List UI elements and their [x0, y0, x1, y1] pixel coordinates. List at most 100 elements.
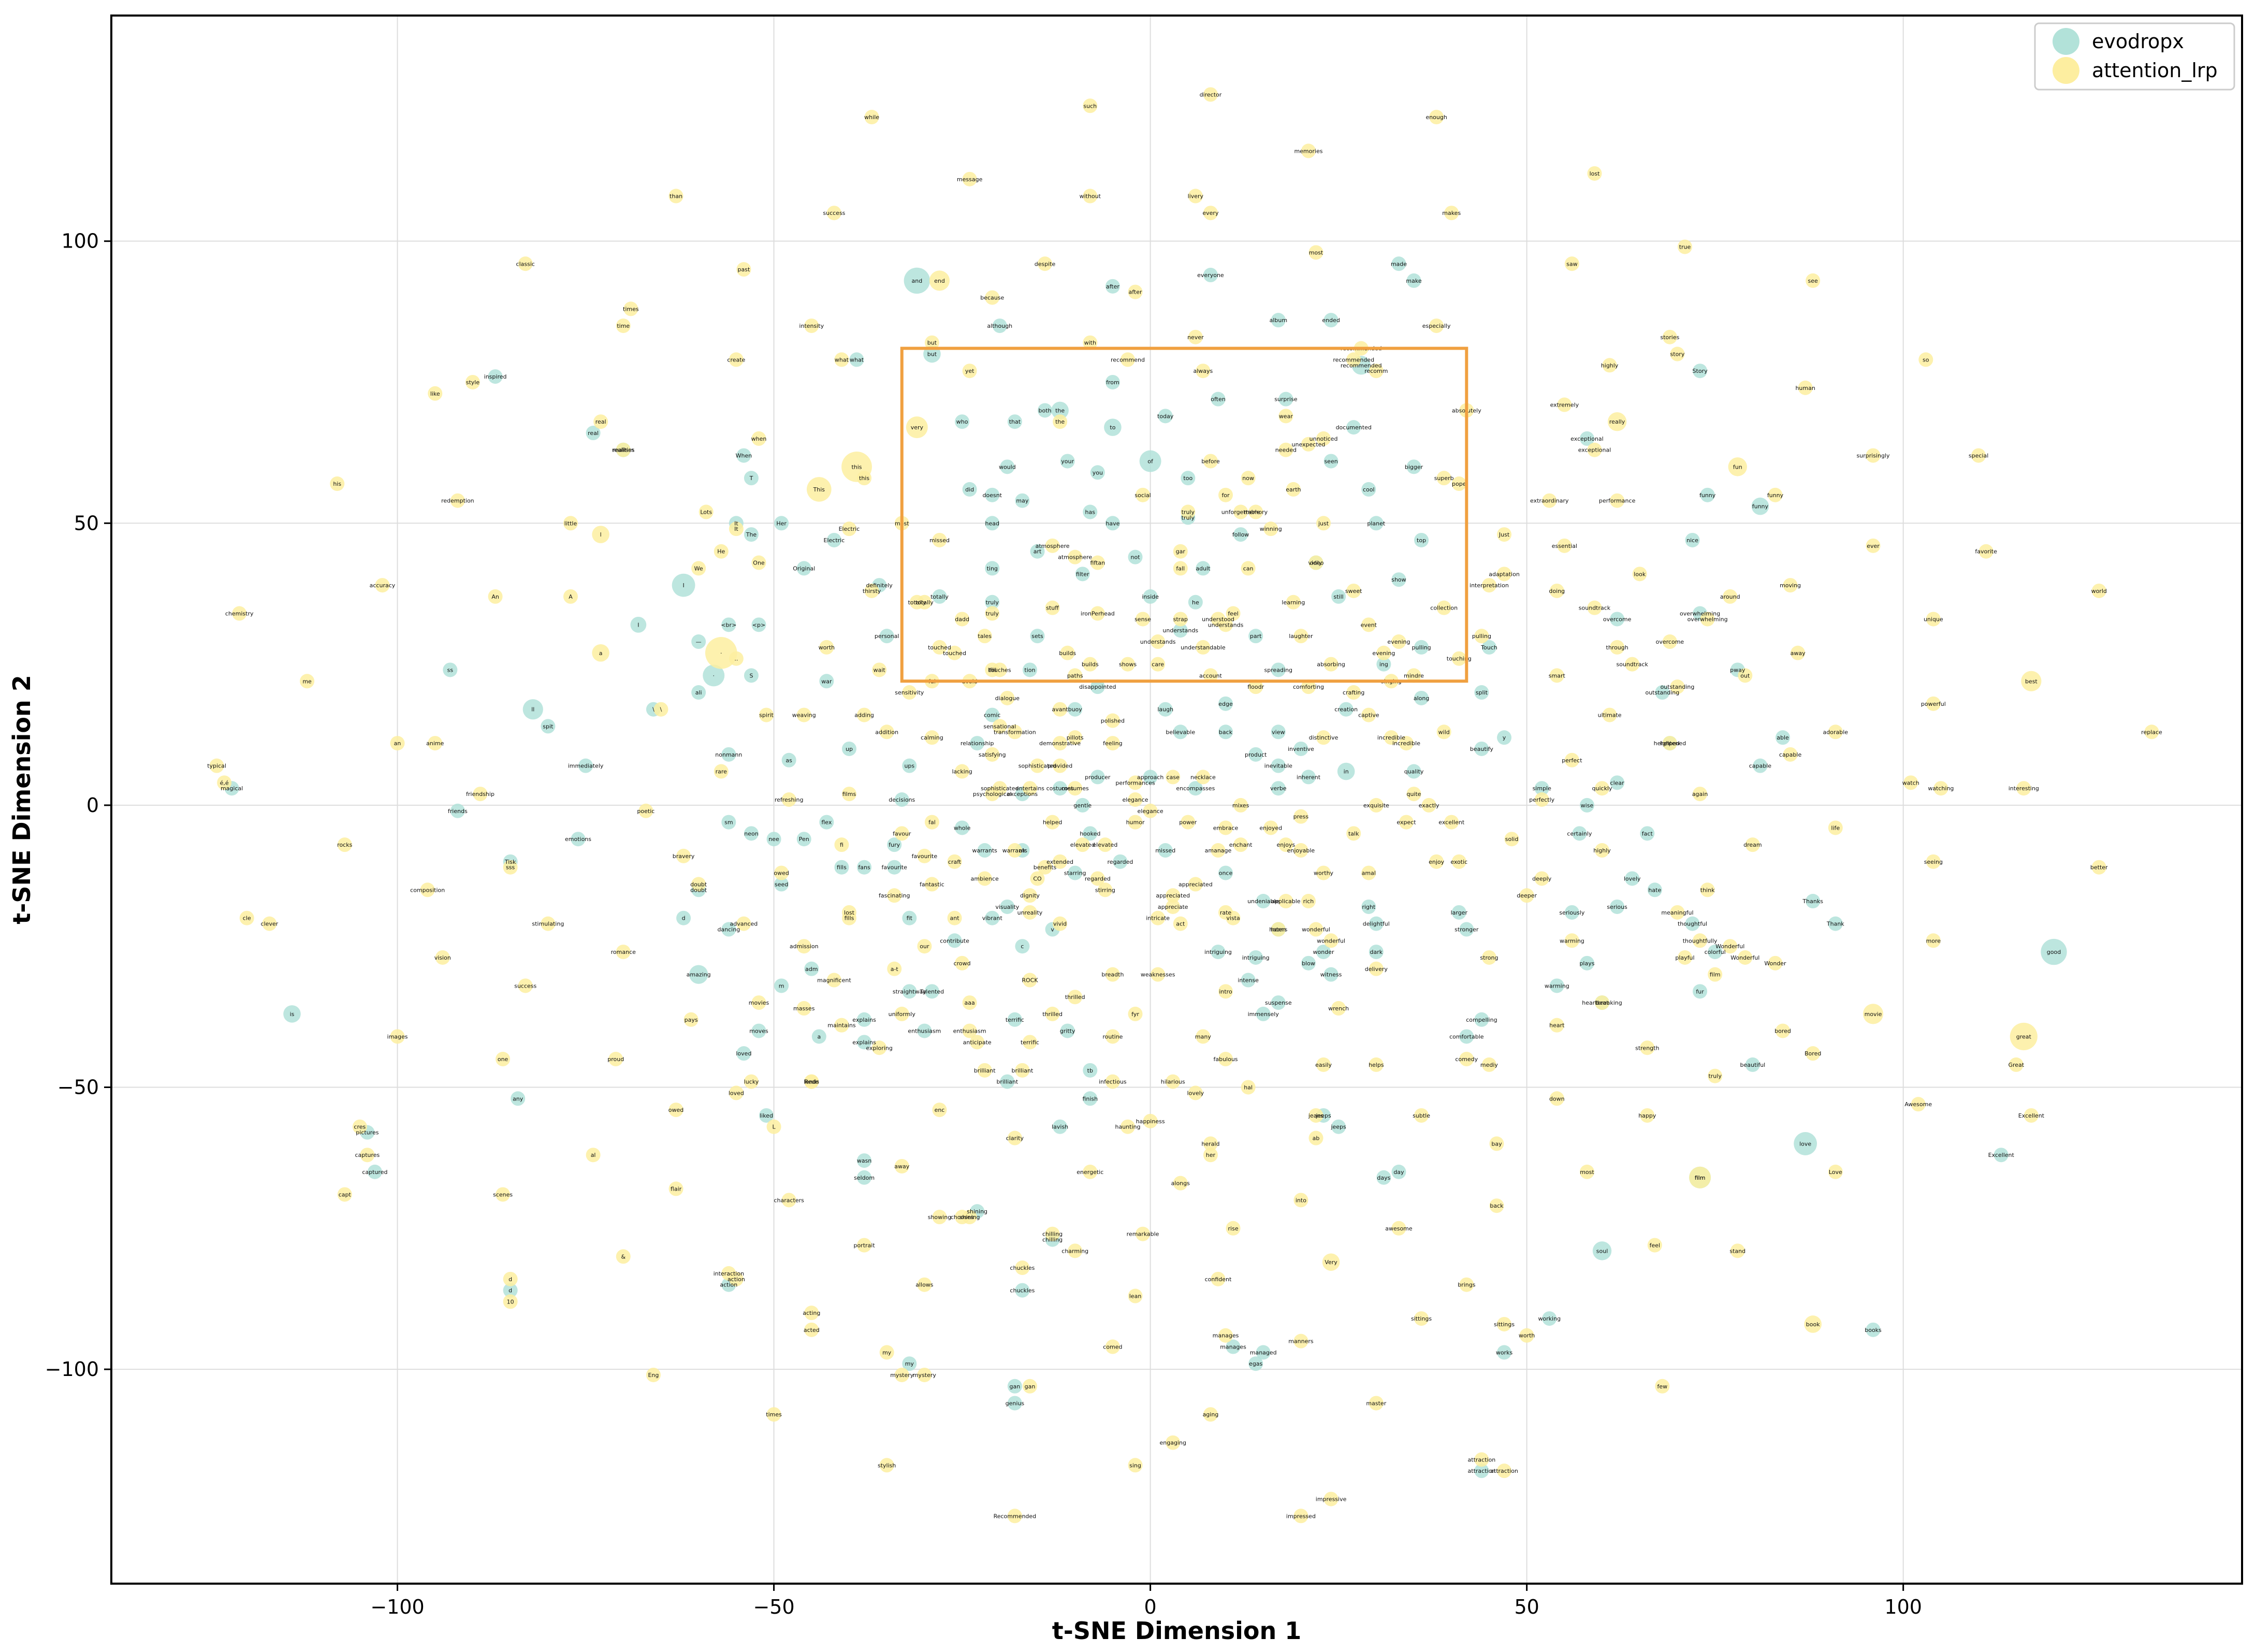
point-word-label: vibrant: [982, 915, 1003, 922]
legend: evodropx attention_lrp: [2034, 22, 2235, 91]
point-word-label: back: [1219, 729, 1233, 735]
evodropx-point: [744, 527, 759, 542]
attention-lrp-point: [1007, 843, 1022, 858]
point-word-label: stories: [1660, 334, 1679, 341]
point-word-label: understood: [1202, 616, 1234, 622]
point-word-label: pictures: [356, 1129, 379, 1136]
point-word-label: quite: [1406, 791, 1421, 798]
attention-lrp-point: [1406, 787, 1421, 802]
point-word-label: mindre: [1404, 672, 1424, 679]
point-word-label: ·: [713, 672, 715, 679]
point-word-label: wise: [1581, 802, 1594, 809]
point-word-label: sophisticated: [981, 785, 1019, 792]
point-word-label: after: [1129, 289, 1143, 296]
attention-lrp-point: [473, 787, 488, 802]
evodropx-point: [751, 1023, 766, 1038]
attention-lrp-point: [1286, 595, 1301, 610]
attention-lrp-point: [1293, 1334, 1308, 1349]
point-word-label: psychological: [973, 791, 1012, 798]
attention-lrp-point: [1866, 538, 1881, 553]
point-word-label: doubt: [690, 887, 707, 893]
point-word-label: gan: [1010, 1383, 1021, 1390]
attention-lrp-point: [1233, 798, 1248, 813]
attention-lrp-point: [872, 662, 887, 677]
evodropx-point: [1256, 1345, 1271, 1360]
point-word-label: An: [491, 593, 499, 600]
attention-lrp-point: [1323, 933, 1339, 948]
attention-lrp-point: [1783, 747, 1798, 762]
point-word-label: sm: [724, 819, 733, 826]
evodropx-point: [1030, 629, 1045, 644]
attention-lrp-point: [1053, 758, 1068, 773]
evodropx-point: [1534, 781, 1549, 796]
point-word-label: fi: [840, 842, 843, 848]
point-word-label: feel: [1650, 1242, 1660, 1249]
point-word-label: fury: [889, 842, 900, 848]
point-word-label: adorable: [1823, 729, 1849, 735]
evodropx-point: [1075, 567, 1090, 582]
attention-lrp-point: [1557, 397, 1572, 412]
point-word-label: alongs: [1171, 1180, 1190, 1187]
point-word-label: exquisite: [1363, 802, 1389, 809]
point-word-label: success: [514, 982, 536, 989]
point-word-label: lost: [844, 909, 855, 916]
point-word-label: director: [1200, 91, 1222, 98]
attention-lrp-point: [1166, 770, 1181, 785]
point-word-label: sensitivity: [895, 689, 924, 696]
point-word-label: dream: [1743, 842, 1762, 848]
point-word-label: heart: [1549, 1022, 1565, 1029]
point-word-label: pays: [685, 1017, 698, 1023]
evodropx-point: [1000, 1074, 1015, 1089]
evodropx-point: [1994, 1148, 2009, 1163]
point-word-label: away: [1791, 650, 1806, 657]
point-word-label: builds: [1082, 661, 1099, 668]
point-word-label: show: [1391, 576, 1406, 583]
attention-lrp-point: [1211, 1271, 1226, 1286]
point-word-label: demonstrative: [1039, 740, 1081, 747]
point-word-label: thrilled: [1065, 994, 1085, 1001]
attention-lrp-point: [1128, 792, 1143, 807]
attention-lrp-point: [1911, 1097, 1926, 1112]
point-word-label: power: [1179, 819, 1197, 826]
point-word-label: lean: [1129, 1293, 1142, 1300]
point-word-label: loved: [736, 1050, 751, 1057]
y-tick-label: 100: [61, 230, 99, 253]
point-word-label: care: [1152, 661, 1164, 668]
evodropx-point: [1203, 268, 1218, 283]
evodropx-point: [1376, 1170, 1391, 1185]
attention-lrp-point: [1768, 487, 1783, 502]
point-word-label: ing: [1379, 661, 1388, 668]
point-word-label: as: [785, 757, 792, 764]
evodropx-point: [955, 414, 970, 429]
point-word-label: It: [734, 520, 738, 527]
attention-lrp-point: [932, 1210, 947, 1225]
point-word-label: movie: [1865, 1011, 1882, 1018]
point-word-label: would: [999, 463, 1016, 470]
point-word-label: memories: [1294, 148, 1322, 154]
evodropx-point: [1113, 854, 1128, 869]
attention-lrp-point: [1128, 1458, 1143, 1473]
point-word-label: I: [682, 582, 684, 589]
attention-lrp-point: [1534, 792, 1549, 807]
attention-lrp-point: [932, 532, 947, 547]
attention-lrp-point: [1151, 657, 1166, 672]
point-word-label: totally: [930, 593, 949, 600]
attention-lrp-point: [826, 973, 841, 988]
point-word-label: strength: [1635, 1045, 1659, 1051]
point-word-label: terrific: [1006, 1017, 1024, 1023]
point-word-label: sing: [1129, 1462, 1141, 1469]
evodropx-point: [1751, 497, 1769, 515]
point-word-label: charming: [1061, 1248, 1088, 1254]
point-word-label: seed: [775, 881, 788, 888]
point-word-label: yet: [965, 368, 974, 374]
point-word-label: definitely: [866, 582, 893, 589]
point-word-label: egas: [1249, 1360, 1262, 1367]
attention-lrp-point: [1610, 640, 1625, 655]
point-word-label: Thank: [1826, 921, 1844, 928]
point-word-label: war: [821, 678, 832, 685]
point-word-label: movies: [749, 999, 769, 1006]
point-word-label: recommend: [1111, 356, 1145, 363]
attention-lrp-point: [1301, 679, 1316, 694]
point-word-label: elegance: [1122, 796, 1148, 803]
point-word-label: album: [1270, 317, 1287, 324]
